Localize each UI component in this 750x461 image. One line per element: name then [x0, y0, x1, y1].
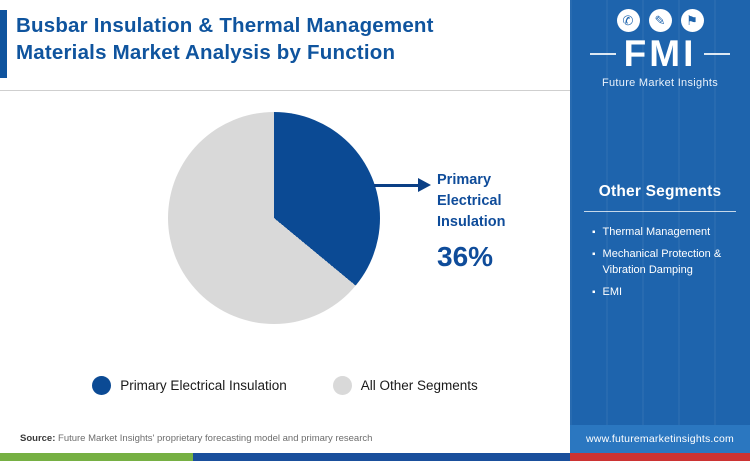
page-title: Busbar Insulation & Thermal Management M…: [16, 13, 556, 66]
bullet-icon: ▪: [592, 227, 596, 238]
header: Busbar Insulation & Thermal Management M…: [0, 0, 570, 90]
source-prefix: Source:: [20, 433, 56, 444]
phone-icon: ✆: [616, 9, 640, 32]
list-item-label: Mechanical Protection & Vibration Dampin…: [602, 248, 722, 276]
logo-icons: ✆ ✎ ⚑: [570, 9, 750, 32]
title-line-2: Materials Market Analysis by Function: [16, 40, 396, 64]
legend-item-primary: Primary Electrical Insulation: [92, 376, 287, 395]
logo-monogram: FMI: [570, 33, 750, 75]
list-item-label: EMI: [602, 286, 623, 299]
legend-swatch-other: [332, 376, 352, 395]
annotation-label: Primary Electrical Insulation: [437, 172, 506, 231]
legend-swatch-primary: [92, 376, 112, 395]
list-item: ▪ Mechanical Protection & Vibration Damp…: [592, 247, 740, 278]
legend: Primary Electrical Insulation All Other …: [0, 376, 570, 395]
footer-color-bars: [0, 453, 750, 461]
legend-label-primary: Primary Electrical Insulation: [120, 378, 287, 393]
title-line-1: Busbar Insulation & Thermal Management: [16, 14, 434, 37]
source-text: Future Market Insights' proprietary fore…: [55, 433, 373, 444]
other-segments-list: ▪ Thermal Management ▪ Mechanical Protec…: [592, 225, 740, 301]
bullet-icon: ▪: [592, 287, 596, 299]
list-item: ▪ EMI: [592, 285, 740, 300]
other-segments-heading: Other Segments: [584, 183, 736, 212]
arrow-right-icon: [418, 178, 431, 192]
fmi-logo: ✆ ✎ ⚑ FMI Future Market Insights: [570, 0, 750, 89]
footer-bar-green: [0, 453, 193, 461]
logo-name: Future Market Insights: [601, 77, 719, 89]
main-area: Busbar Insulation & Thermal Management M…: [0, 0, 570, 444]
footer-bar-red: [570, 453, 750, 461]
title-accent-bar: [0, 10, 7, 78]
footer-bar-blue: [193, 453, 570, 461]
legend-item-other: All Other Segments: [332, 376, 478, 395]
pie-chart: [168, 112, 380, 324]
list-item: ▪ Thermal Management: [592, 225, 740, 240]
list-item-label: Thermal Management: [602, 226, 711, 238]
bullet-icon: ▪: [592, 249, 596, 261]
header-divider: [0, 90, 570, 91]
website-link[interactable]: www.futuremarketinsights.com: [570, 425, 750, 453]
pencil-icon: ✎: [648, 9, 672, 32]
sidebar-panel: ✆ ✎ ⚑ FMI Future Market Insights Other S…: [570, 0, 750, 461]
annotation-arrow-line: [374, 184, 420, 187]
flag-icon: ⚑: [680, 9, 704, 32]
annotation-value: 36%: [437, 241, 494, 273]
pie-annotation: Primary Electrical Insulation 36%: [437, 170, 532, 273]
source-note: Source: Future Market Insights' propriet…: [20, 433, 372, 444]
legend-label-other: All Other Segments: [360, 378, 478, 393]
